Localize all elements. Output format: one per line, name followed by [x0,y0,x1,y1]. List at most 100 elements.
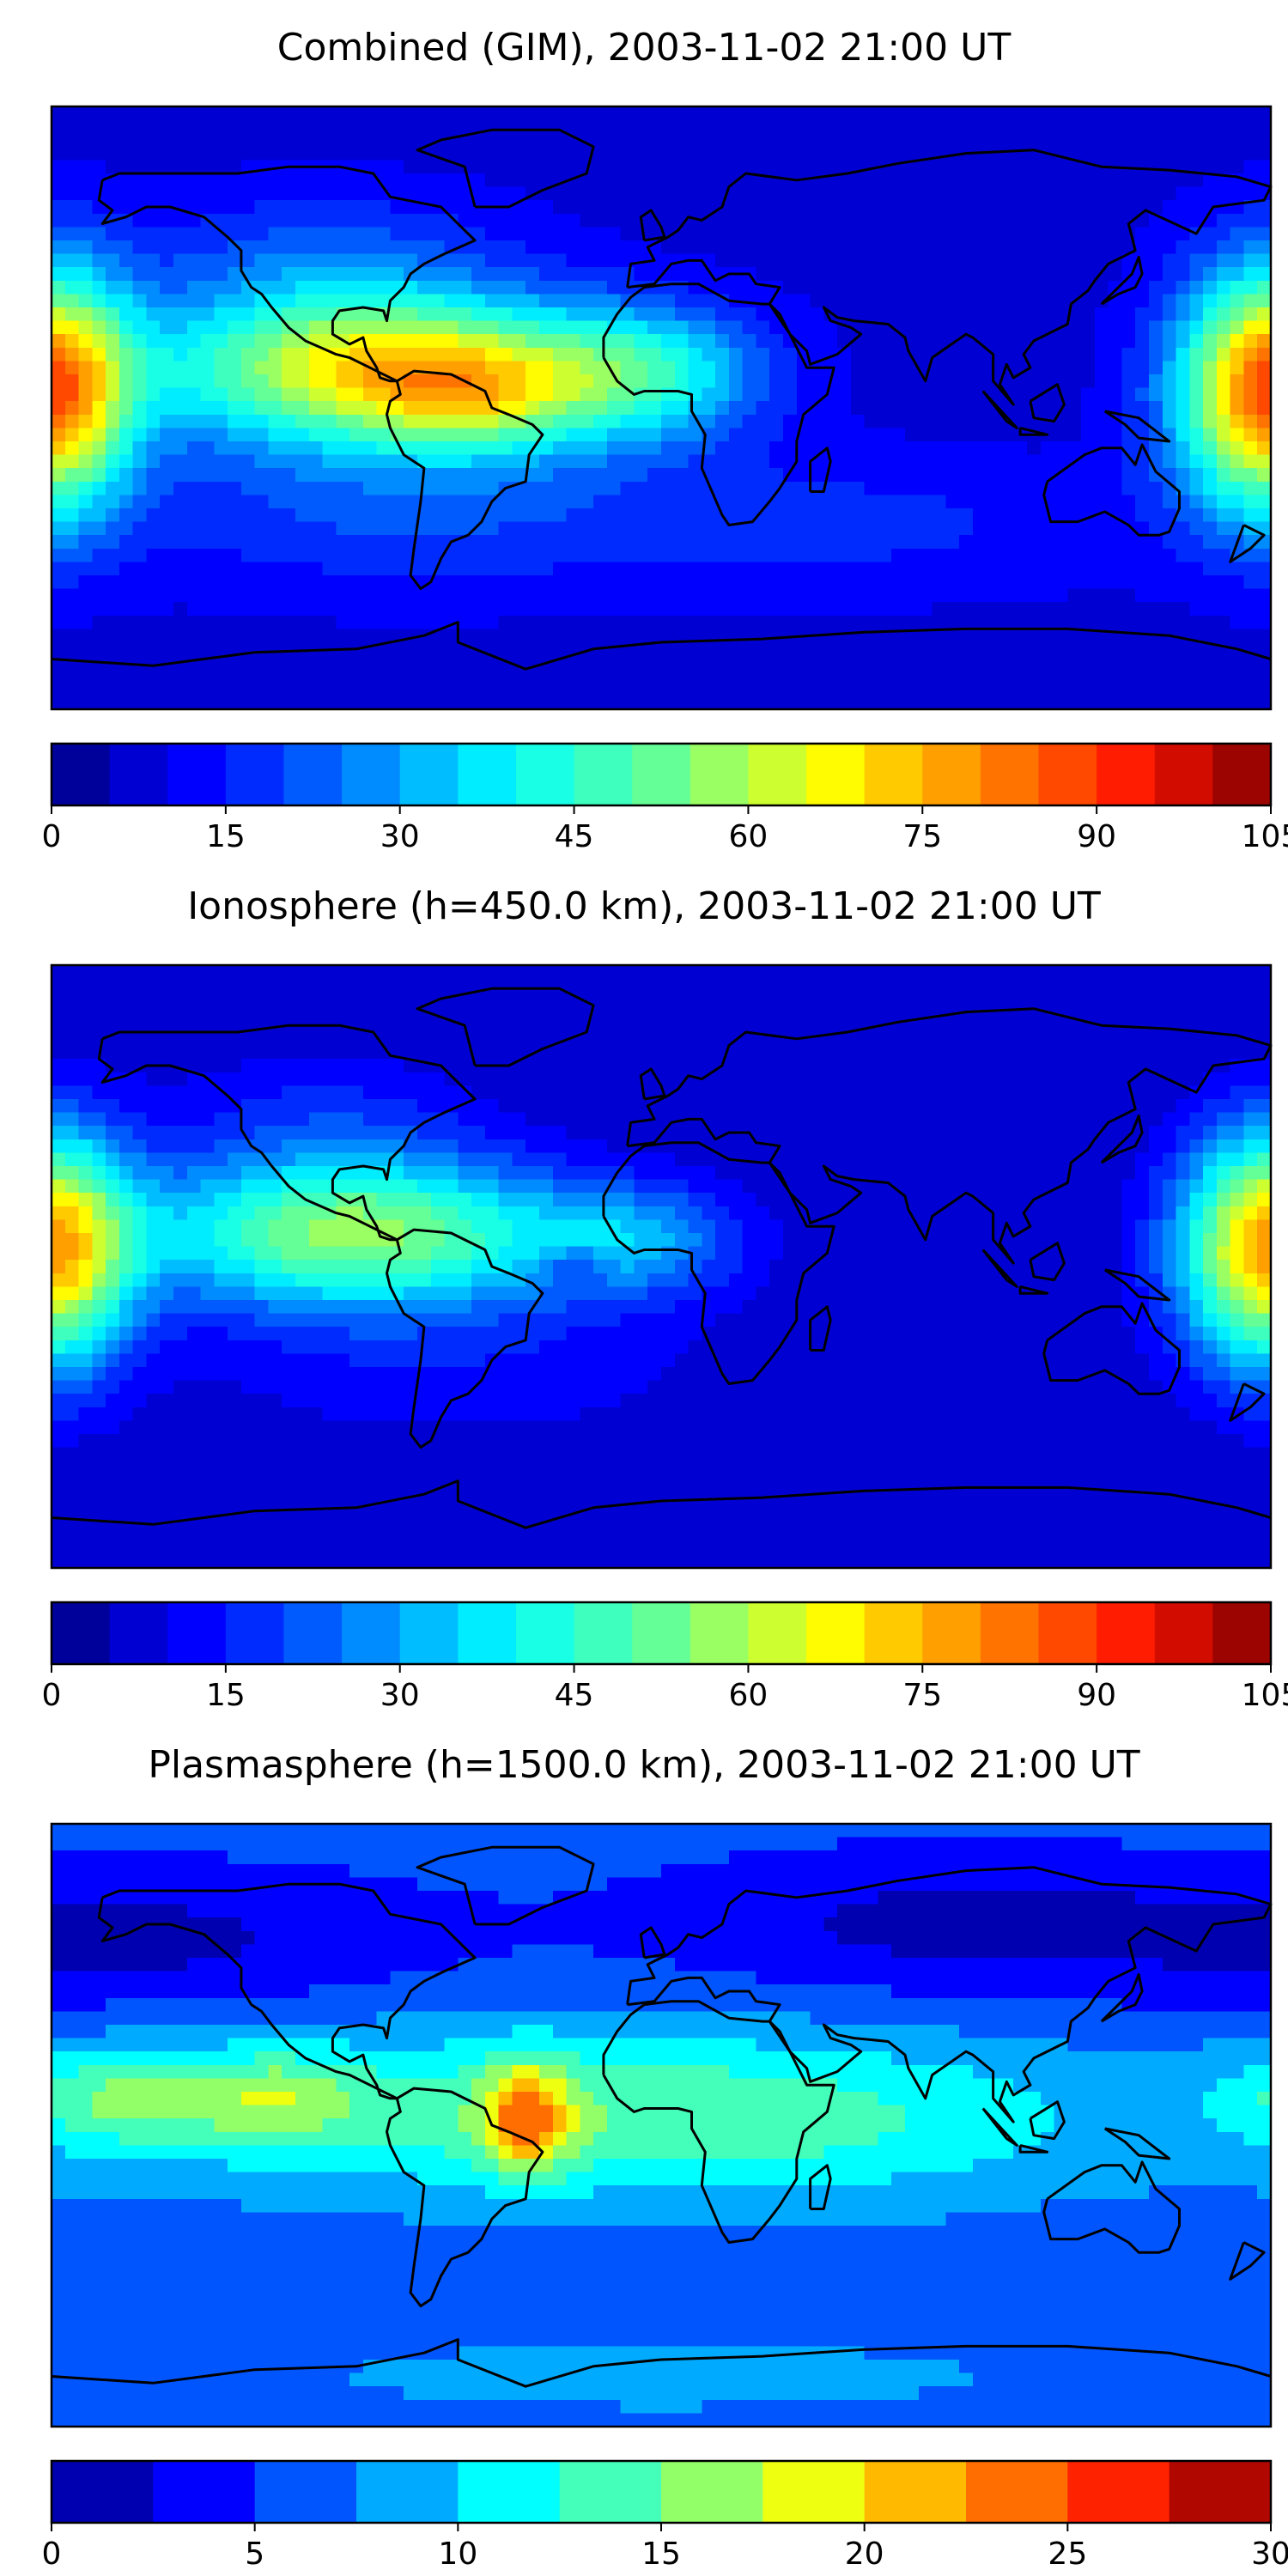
heatmap-cell [200,992,215,1006]
map-frame [50,105,1273,711]
heatmap-cell [756,1085,770,1100]
heatmap-cell [878,240,892,255]
heatmap-cell [769,387,784,402]
heatmap-cell [322,535,337,550]
heatmap-cell [566,548,580,562]
heatmap-cell [417,320,432,335]
heatmap-cell [52,213,66,228]
heatmap-cell [661,334,676,349]
heatmap-cell [132,495,148,509]
heatmap-cell [471,629,486,643]
heatmap-cell [498,267,513,282]
heatmap-cell [1162,267,1177,282]
heatmap-cell [1257,374,1272,389]
heatmap-cell [52,146,66,161]
heatmap-cell [999,602,1014,617]
heatmap-cell [606,133,622,148]
heatmap-cell [1094,548,1109,562]
heatmap-cell [295,521,310,536]
heatmap-cell [850,307,866,322]
heatmap-cell [78,535,93,550]
heatmap-cell [160,1018,174,1033]
heatmap-cell [484,267,500,282]
heatmap-cell [526,320,540,335]
heatmap-cell [756,401,770,416]
heatmap-cell [430,240,446,255]
heatmap-cell [1027,173,1042,188]
heatmap-cell [336,441,350,456]
heatmap-cell [1162,992,1177,1006]
heatmap-cell [118,521,134,536]
heatmap-cell [146,280,161,295]
heatmap-cell [376,253,392,268]
heatmap-cell [1162,280,1177,295]
heatmap-cell [1257,535,1272,550]
heatmap-cell [64,401,80,416]
heatmap-cell [728,186,744,201]
heatmap-cell [891,200,906,215]
heatmap-cell [498,240,513,255]
heatmap-cell [566,588,580,603]
heatmap-cell [1243,575,1258,590]
heatmap-cell [390,696,404,710]
heatmap-cell [52,253,66,268]
heatmap-cell [850,1045,866,1060]
heatmap-cell [92,428,106,442]
heatmap-cell [295,414,310,428]
heatmap-cell [959,280,974,295]
heatmap-cell [620,441,635,456]
heatmap-cell [823,146,838,161]
heatmap-cell [539,146,554,161]
heatmap-cell [132,642,148,657]
heatmap-cell [728,1085,744,1100]
heatmap-cell [850,253,866,268]
heatmap-cell [268,629,283,643]
heatmap-cell [688,629,702,643]
heatmap-cell [1135,629,1150,643]
heatmap-cell [376,267,392,282]
heatmap-cell [484,106,500,121]
heatmap-cell [254,682,270,696]
heatmap-cell [1257,1018,1272,1033]
heatmap-cell [1135,588,1150,603]
heatmap-cell [1189,965,1204,980]
heatmap-cell [715,428,730,442]
heatmap-cell [1054,133,1068,148]
heatmap-cell [1081,575,1096,590]
heatmap-cell [580,387,594,402]
heatmap-cell [78,361,93,375]
heatmap-cell [484,468,500,483]
heatmap-cell [552,682,568,696]
heatmap-cell [891,119,906,134]
heatmap-cell [430,669,446,683]
heatmap-cell [539,1085,554,1100]
heatmap-cell [78,240,93,255]
heatmap-cell [972,1018,987,1033]
heatmap-cell [64,186,80,201]
heatmap-cell [471,535,486,550]
heatmap-cell [634,361,648,375]
colorbar-swatch [225,744,285,805]
heatmap-cell [688,481,702,495]
heatmap-cell [268,508,283,523]
heatmap-cell [186,414,202,428]
heatmap-cell [254,669,270,683]
heatmap-cell [905,106,920,121]
heatmap-cell [796,682,811,696]
heatmap-cell [1176,347,1190,361]
heatmap-cell [959,374,974,389]
heatmap-cell [1243,227,1258,241]
heatmap-cell [702,588,716,603]
heatmap-cell [674,160,690,174]
heatmap-cell [756,106,770,121]
heatmap-cell [526,414,540,428]
heatmap-cell [322,374,337,389]
heatmap-cell [1121,495,1136,509]
heatmap-cell [430,294,446,308]
heatmap-cell [484,655,500,670]
heatmap-cell [498,602,513,617]
heatmap-cell [728,562,744,576]
heatmap-cell [783,1085,798,1100]
heatmap-cell [268,253,283,268]
heatmap-cell [146,213,161,228]
